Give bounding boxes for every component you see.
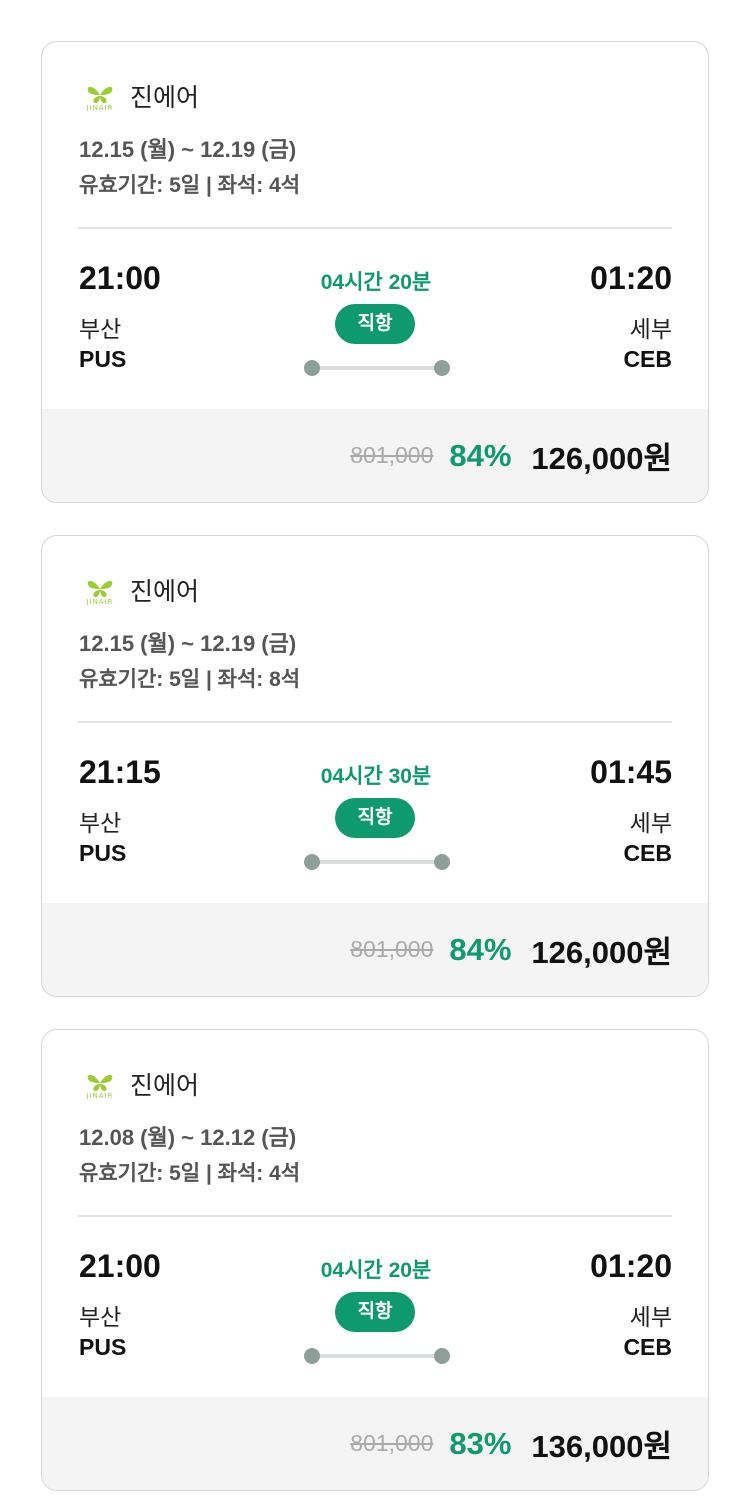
- flight-card[interactable]: JINAIR 진에어 12.15 (월) ~ 12.19 (금) 유효기간: 5…: [41, 41, 709, 503]
- origin-dot-icon: [304, 1348, 320, 1364]
- departure-time: 21:15: [79, 754, 161, 790]
- original-price: 801,000: [350, 1430, 434, 1456]
- price-footer: 801,000 84% 126,000원: [42, 903, 708, 996]
- airline-name: 진에어: [130, 578, 200, 606]
- arrival-time: 01:20: [590, 260, 672, 296]
- svg-text:JINAIR: JINAIR: [85, 598, 113, 605]
- flight-duration: 04시간 20분: [320, 1259, 432, 1282]
- validity-seats: 유효기간: 5일 | 좌석: 4석: [79, 1162, 301, 1185]
- airline-header: JINAIR 진에어: [78, 78, 199, 114]
- airline-name: 진에어: [130, 1072, 200, 1100]
- original-price: 801,000: [350, 936, 434, 962]
- sale-price: 126,000원: [531, 441, 672, 476]
- direct-badge: 직항: [335, 798, 415, 838]
- direct-badge: 직항: [335, 1292, 415, 1332]
- destination-dot-icon: [434, 360, 450, 376]
- destination-dot-icon: [434, 854, 450, 870]
- origin-dot-icon: [304, 854, 320, 870]
- arrival-code: CEB: [623, 840, 672, 866]
- arrival-city: 세부: [629, 810, 672, 836]
- flight-duration: 04시간 20분: [320, 271, 432, 294]
- divider: [78, 227, 672, 229]
- departure-time: 21:00: [79, 1248, 161, 1284]
- flight-card[interactable]: JINAIR 진에어 12.08 (월) ~ 12.12 (금) 유효기간: 5…: [41, 1029, 709, 1491]
- departure-city: 부산: [79, 1304, 122, 1330]
- travel-dates: 12.15 (월) ~ 12.19 (금): [79, 137, 297, 162]
- departure-code: PUS: [79, 1334, 127, 1360]
- travel-dates: 12.08 (월) ~ 12.12 (금): [79, 1125, 297, 1150]
- svg-text:JINAIR: JINAIR: [85, 1092, 113, 1099]
- jinair-logo-icon: JINAIR: [78, 575, 122, 605]
- route-line: [304, 1348, 450, 1364]
- sale-price: 126,000원: [531, 935, 672, 970]
- origin-dot-icon: [304, 360, 320, 376]
- arrival-time: 01:20: [590, 1248, 672, 1284]
- departure-city: 부산: [79, 316, 122, 342]
- discount-rate: 84%: [449, 931, 512, 967]
- flight-card[interactable]: JINAIR 진에어 12.15 (월) ~ 12.19 (금) 유효기간: 5…: [41, 535, 709, 997]
- original-price: 801,000: [350, 442, 434, 468]
- validity-seats: 유효기간: 5일 | 좌석: 4석: [79, 174, 301, 197]
- price-footer: 801,000 83% 136,000원: [42, 1397, 708, 1490]
- direct-badge: 직항: [335, 304, 415, 344]
- airline-name: 진에어: [130, 84, 200, 112]
- arrival-code: CEB: [623, 346, 672, 372]
- arrival-city: 세부: [629, 1304, 672, 1330]
- jinair-logo-icon: JINAIR: [78, 81, 122, 111]
- discount-rate: 84%: [449, 437, 512, 473]
- airline-header: JINAIR 진에어: [78, 1066, 199, 1102]
- flight-duration: 04시간 30분: [320, 765, 432, 788]
- route-line: [304, 360, 450, 376]
- svg-text:JINAIR: JINAIR: [85, 104, 113, 111]
- airline-header: JINAIR 진에어: [78, 572, 199, 608]
- arrival-code: CEB: [623, 1334, 672, 1360]
- validity-seats: 유효기간: 5일 | 좌석: 8석: [79, 668, 301, 691]
- arrival-time: 01:45: [590, 754, 672, 790]
- travel-dates: 12.15 (월) ~ 12.19 (금): [79, 631, 297, 656]
- discount-rate: 83%: [449, 1425, 512, 1461]
- sale-price: 136,000원: [531, 1429, 672, 1464]
- divider: [78, 721, 672, 723]
- divider: [78, 1215, 672, 1217]
- jinair-logo-icon: JINAIR: [78, 1069, 122, 1099]
- price-footer: 801,000 84% 126,000원: [42, 409, 708, 502]
- departure-code: PUS: [79, 346, 127, 372]
- destination-dot-icon: [434, 1348, 450, 1364]
- departure-time: 21:00: [79, 260, 161, 296]
- route-line: [304, 854, 450, 870]
- departure-code: PUS: [79, 840, 127, 866]
- departure-city: 부산: [79, 810, 122, 836]
- arrival-city: 세부: [629, 316, 672, 342]
